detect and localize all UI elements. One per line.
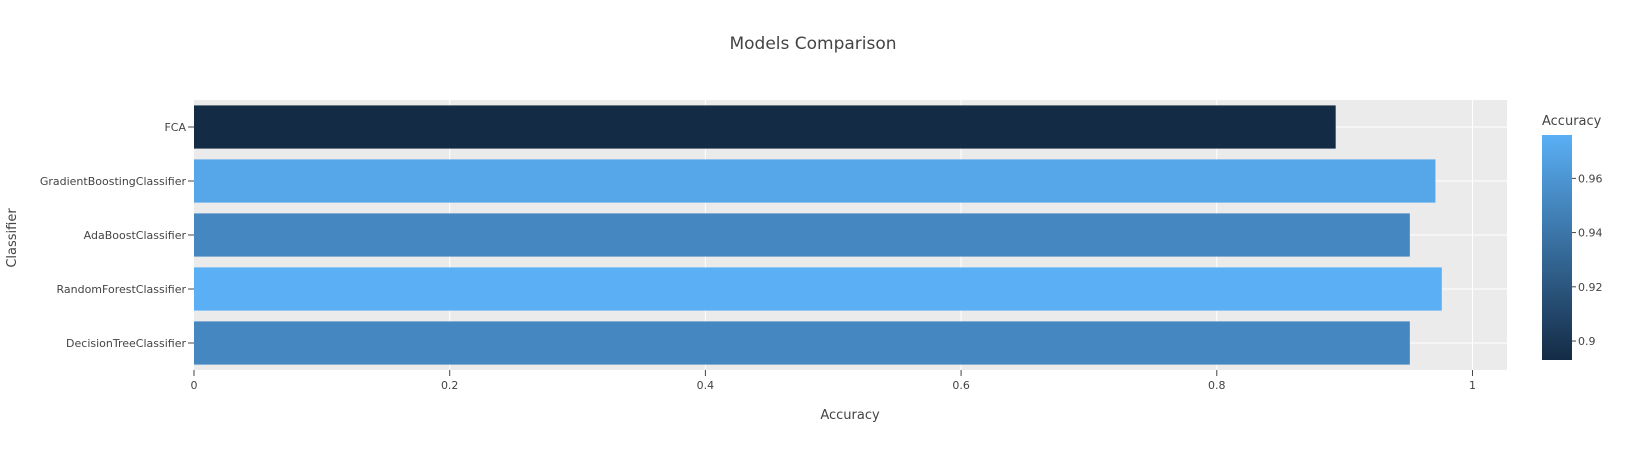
y-tick-labels: DecisionTreeClassifier RandomForestClassi… xyxy=(40,121,194,350)
x-tick-label: 0.2 xyxy=(441,379,459,392)
colorbar-tick-label: 0.96 xyxy=(1578,172,1603,185)
colorbar xyxy=(1542,135,1572,360)
x-tick-label: 0.4 xyxy=(697,379,715,392)
colorbar-tick-label: 0.94 xyxy=(1578,227,1603,240)
y-tick-label: AdaBoostClassifier xyxy=(84,229,187,242)
y-tick-label: GradientBoostingClassifier xyxy=(40,175,187,188)
bar xyxy=(194,213,1410,257)
colorbar-tick-label: 0.92 xyxy=(1578,281,1603,294)
colorbar-tick-label: 0.9 xyxy=(1578,335,1596,348)
colorbar-ticks: 0.9 0.92 0.94 0.96 xyxy=(1572,172,1603,348)
y-axis-title: Classifier xyxy=(5,208,20,268)
bar xyxy=(194,267,1442,311)
x-tick-labels: 0 0.2 0.4 0.6 0.8 1 xyxy=(191,370,1476,392)
bar xyxy=(194,105,1336,149)
x-tick-label: 1 xyxy=(1469,379,1476,392)
x-tick-label: 0.8 xyxy=(1208,379,1226,392)
y-tick-label: FCA xyxy=(164,121,186,134)
chart-title: Models Comparison xyxy=(729,34,896,54)
bar xyxy=(194,159,1436,203)
x-tick-label: 0 xyxy=(191,379,198,392)
x-tick-label: 0.6 xyxy=(952,379,970,392)
colorbar-title: Accuracy xyxy=(1542,114,1602,129)
y-tick-label: RandomForestClassifier xyxy=(56,283,186,296)
bars xyxy=(194,105,1442,365)
bar xyxy=(194,321,1410,365)
y-tick-label: DecisionTreeClassifier xyxy=(66,337,186,350)
x-axis-title: Accuracy xyxy=(820,408,880,423)
